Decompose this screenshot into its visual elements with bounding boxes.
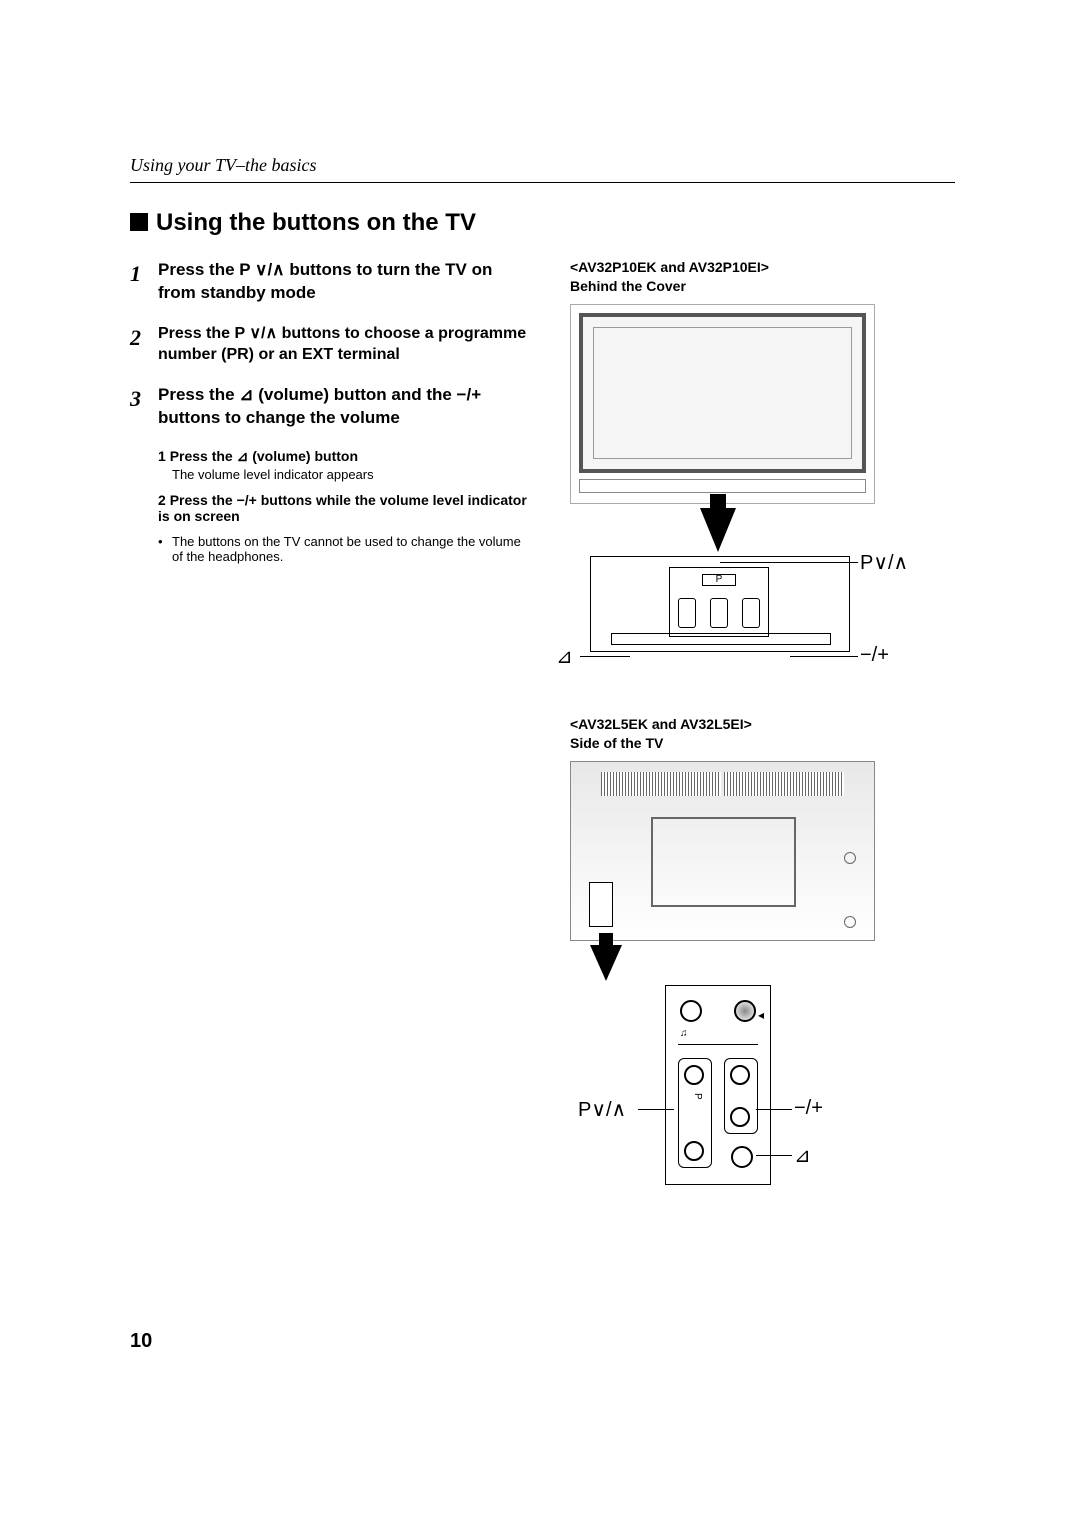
step-1: 1 Press the P ∨/∧ buttons to turn the TV…	[130, 259, 530, 305]
diagram-2: ◂ ♫ P P∨/∧	[560, 761, 920, 1205]
section-title: Using the buttons on the TV	[130, 209, 955, 237]
substep-num: 1	[158, 448, 166, 464]
jack-icon	[680, 1000, 702, 1022]
step-number: 2	[130, 323, 158, 366]
tv-back-illustration	[570, 761, 875, 941]
button-icon	[731, 1146, 753, 1168]
instructions-column: 1 Press the P ∨/∧ buttons to turn the TV…	[130, 259, 530, 1235]
panel-p-label: P	[702, 574, 736, 586]
step-text: Press the ⊿ (volume) button and the −/+ …	[158, 384, 530, 430]
panel-button	[710, 598, 728, 628]
arrow-down-icon	[700, 508, 736, 552]
model-label-1: <AV32P10EK and AV32P10EI>	[570, 259, 940, 275]
page-header: Using your TV–the basics	[130, 155, 955, 183]
diagrams-column: <AV32P10EK and AV32P10EI> Behind the Cov…	[560, 259, 940, 1235]
tv-screen-inner	[593, 327, 852, 459]
button-icon	[730, 1065, 750, 1085]
arrow-down-icon	[590, 945, 622, 981]
callout-p: P∨/∧	[860, 550, 908, 575]
left-button-group: P	[678, 1058, 712, 1168]
group-label: P	[692, 1093, 703, 1100]
panel-inner: P	[669, 567, 769, 637]
screw-icon	[844, 852, 856, 864]
callout-vol-2: −/+	[794, 1097, 823, 1120]
square-bullet-icon	[130, 213, 148, 231]
bullet-dot-icon: •	[158, 534, 172, 564]
step-number: 1	[130, 259, 158, 305]
step-text: Press the P ∨/∧ buttons to turn the TV o…	[158, 259, 530, 305]
page-number: 10	[130, 1330, 152, 1353]
callout-tri: ⊿	[556, 644, 573, 669]
jack-icon	[734, 1000, 756, 1022]
substep-2: 2 Press the −/+ buttons while the volume…	[158, 492, 530, 524]
tv-front-illustration	[570, 304, 875, 504]
right-button-group	[724, 1058, 758, 1134]
substep-desc: The volume level indicator appears	[172, 467, 530, 482]
panel-button	[742, 598, 760, 628]
tv-screen	[579, 313, 866, 473]
button-icon	[684, 1141, 704, 1161]
callout-line	[756, 1109, 792, 1110]
callout-p-2: P∨/∧	[578, 1097, 626, 1122]
model-location-1: Behind the Cover	[570, 278, 940, 294]
step-text: Press the P ∨/∧ buttons to choose a prog…	[158, 323, 530, 366]
model-label-2: <AV32L5EK and AV32L5EI>	[570, 716, 940, 732]
button-icon	[730, 1107, 750, 1127]
note-text: The buttons on the TV cannot be used to …	[172, 534, 530, 564]
divider	[678, 1044, 758, 1045]
callout-vol: −/+	[860, 644, 889, 667]
headphone-icon: ♫	[680, 1028, 688, 1039]
panel-button	[678, 598, 696, 628]
control-panel: P	[590, 556, 850, 652]
callout-line	[790, 656, 858, 657]
section-title-text: Using the buttons on the TV	[156, 209, 476, 236]
panel-bottom-strip	[611, 633, 831, 645]
diagram-1: P P∨/∧ −/+ ⊿	[560, 304, 920, 686]
substep-title: 1 Press the ⊿ (volume) button	[158, 448, 530, 465]
substep-text: Press the −/+ buttons while the volume l…	[158, 492, 527, 524]
substep-num: 2	[158, 492, 166, 508]
model-location-2: Side of the TV	[570, 735, 940, 751]
note: • The buttons on the TV cannot be used t…	[158, 534, 530, 564]
tv-base	[579, 479, 866, 493]
callout-line	[580, 656, 630, 657]
step-3: 3 Press the ⊿ (volume) button and the −/…	[130, 384, 530, 430]
substep-title: 2 Press the −/+ buttons while the volume…	[158, 492, 530, 524]
vent-grille	[601, 772, 721, 796]
side-panel-marker	[589, 882, 613, 927]
back-center-box	[651, 817, 796, 907]
vent-grille	[724, 772, 844, 796]
step-number: 3	[130, 384, 158, 430]
substep-text: Press the ⊿ (volume) button	[170, 448, 358, 464]
callout-tri-2: ⊿	[794, 1143, 811, 1168]
button-icon	[684, 1065, 704, 1085]
step-2: 2 Press the P ∨/∧ buttons to choose a pr…	[130, 323, 530, 366]
substep-1: 1 Press the ⊿ (volume) button The volume…	[158, 448, 530, 482]
callout-line	[756, 1155, 792, 1156]
callout-line	[720, 562, 858, 563]
callout-line	[638, 1109, 674, 1110]
screw-icon	[844, 916, 856, 928]
triangle-marker-icon: ◂	[758, 1008, 764, 1022]
